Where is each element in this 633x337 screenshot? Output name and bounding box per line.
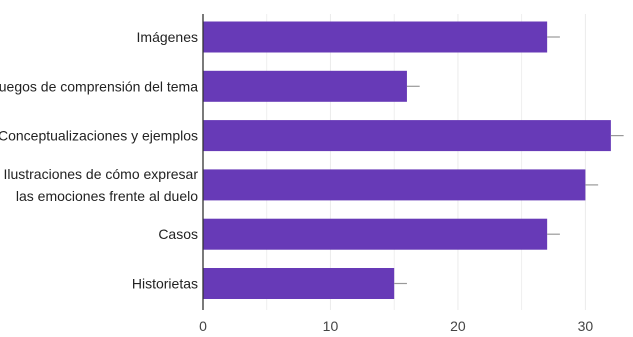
x-tick-labels: 0 10 20 30	[199, 318, 593, 334]
category-label: Casos	[158, 226, 198, 242]
category-label: Imágenes	[137, 29, 198, 45]
category-label: Conceptualizaciones y ejemplos	[0, 128, 198, 144]
bar	[203, 218, 548, 250]
error-bars	[394, 36, 624, 285]
category-label: Juegos de comprensión del tema	[0, 78, 198, 94]
bar	[203, 169, 586, 201]
x-tick-label: 30	[578, 318, 594, 334]
bar	[203, 120, 611, 152]
category-label: las emociones frente al duelo	[16, 188, 198, 204]
bar	[203, 21, 548, 53]
category-label: Historietas	[132, 276, 198, 292]
bar	[203, 70, 407, 102]
x-tick-label: 10	[323, 318, 339, 334]
x-tick-label: 0	[199, 318, 207, 334]
category-labels: Imágenes Juegos de comprensión del tema Co…	[0, 29, 198, 292]
gridlines	[266, 14, 586, 310]
bar	[203, 268, 395, 299]
bars	[203, 21, 611, 299]
x-tick-label: 20	[450, 318, 466, 334]
category-label: Ilustraciones de cómo expresar	[3, 166, 198, 182]
